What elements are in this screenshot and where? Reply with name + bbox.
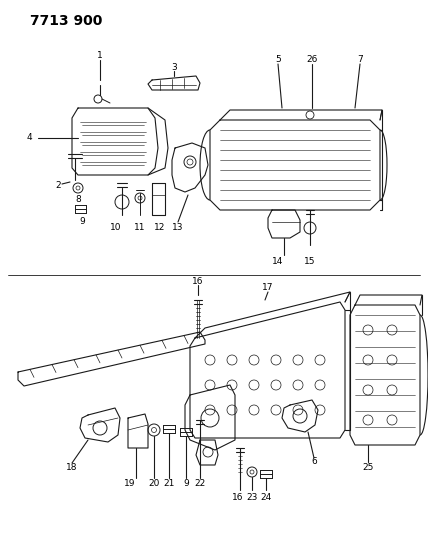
Text: 15: 15 <box>304 257 316 266</box>
Text: 21: 21 <box>163 480 175 489</box>
Text: 5: 5 <box>275 55 281 64</box>
Text: 11: 11 <box>134 223 146 232</box>
Text: 22: 22 <box>194 480 205 489</box>
Text: 13: 13 <box>172 223 184 232</box>
Text: 4: 4 <box>26 133 32 142</box>
Text: 6: 6 <box>311 457 317 466</box>
Text: 24: 24 <box>260 494 272 503</box>
Text: 26: 26 <box>306 55 318 64</box>
Text: 14: 14 <box>272 257 284 266</box>
Text: 7713 900: 7713 900 <box>30 14 102 28</box>
Text: 2: 2 <box>55 181 61 190</box>
Text: 10: 10 <box>110 223 122 232</box>
Text: 1: 1 <box>97 51 103 60</box>
Text: 19: 19 <box>124 480 136 489</box>
Text: 20: 20 <box>149 480 160 489</box>
Text: 9: 9 <box>79 217 85 227</box>
Text: 16: 16 <box>232 494 244 503</box>
Text: 9: 9 <box>183 480 189 489</box>
Text: 18: 18 <box>66 464 78 472</box>
Text: 17: 17 <box>262 284 274 293</box>
Text: 16: 16 <box>192 278 204 287</box>
Text: 7: 7 <box>357 55 363 64</box>
Text: 8: 8 <box>75 196 81 205</box>
Text: 12: 12 <box>155 223 166 232</box>
Text: 25: 25 <box>363 464 374 472</box>
Text: 3: 3 <box>171 63 177 72</box>
Text: 23: 23 <box>246 494 258 503</box>
